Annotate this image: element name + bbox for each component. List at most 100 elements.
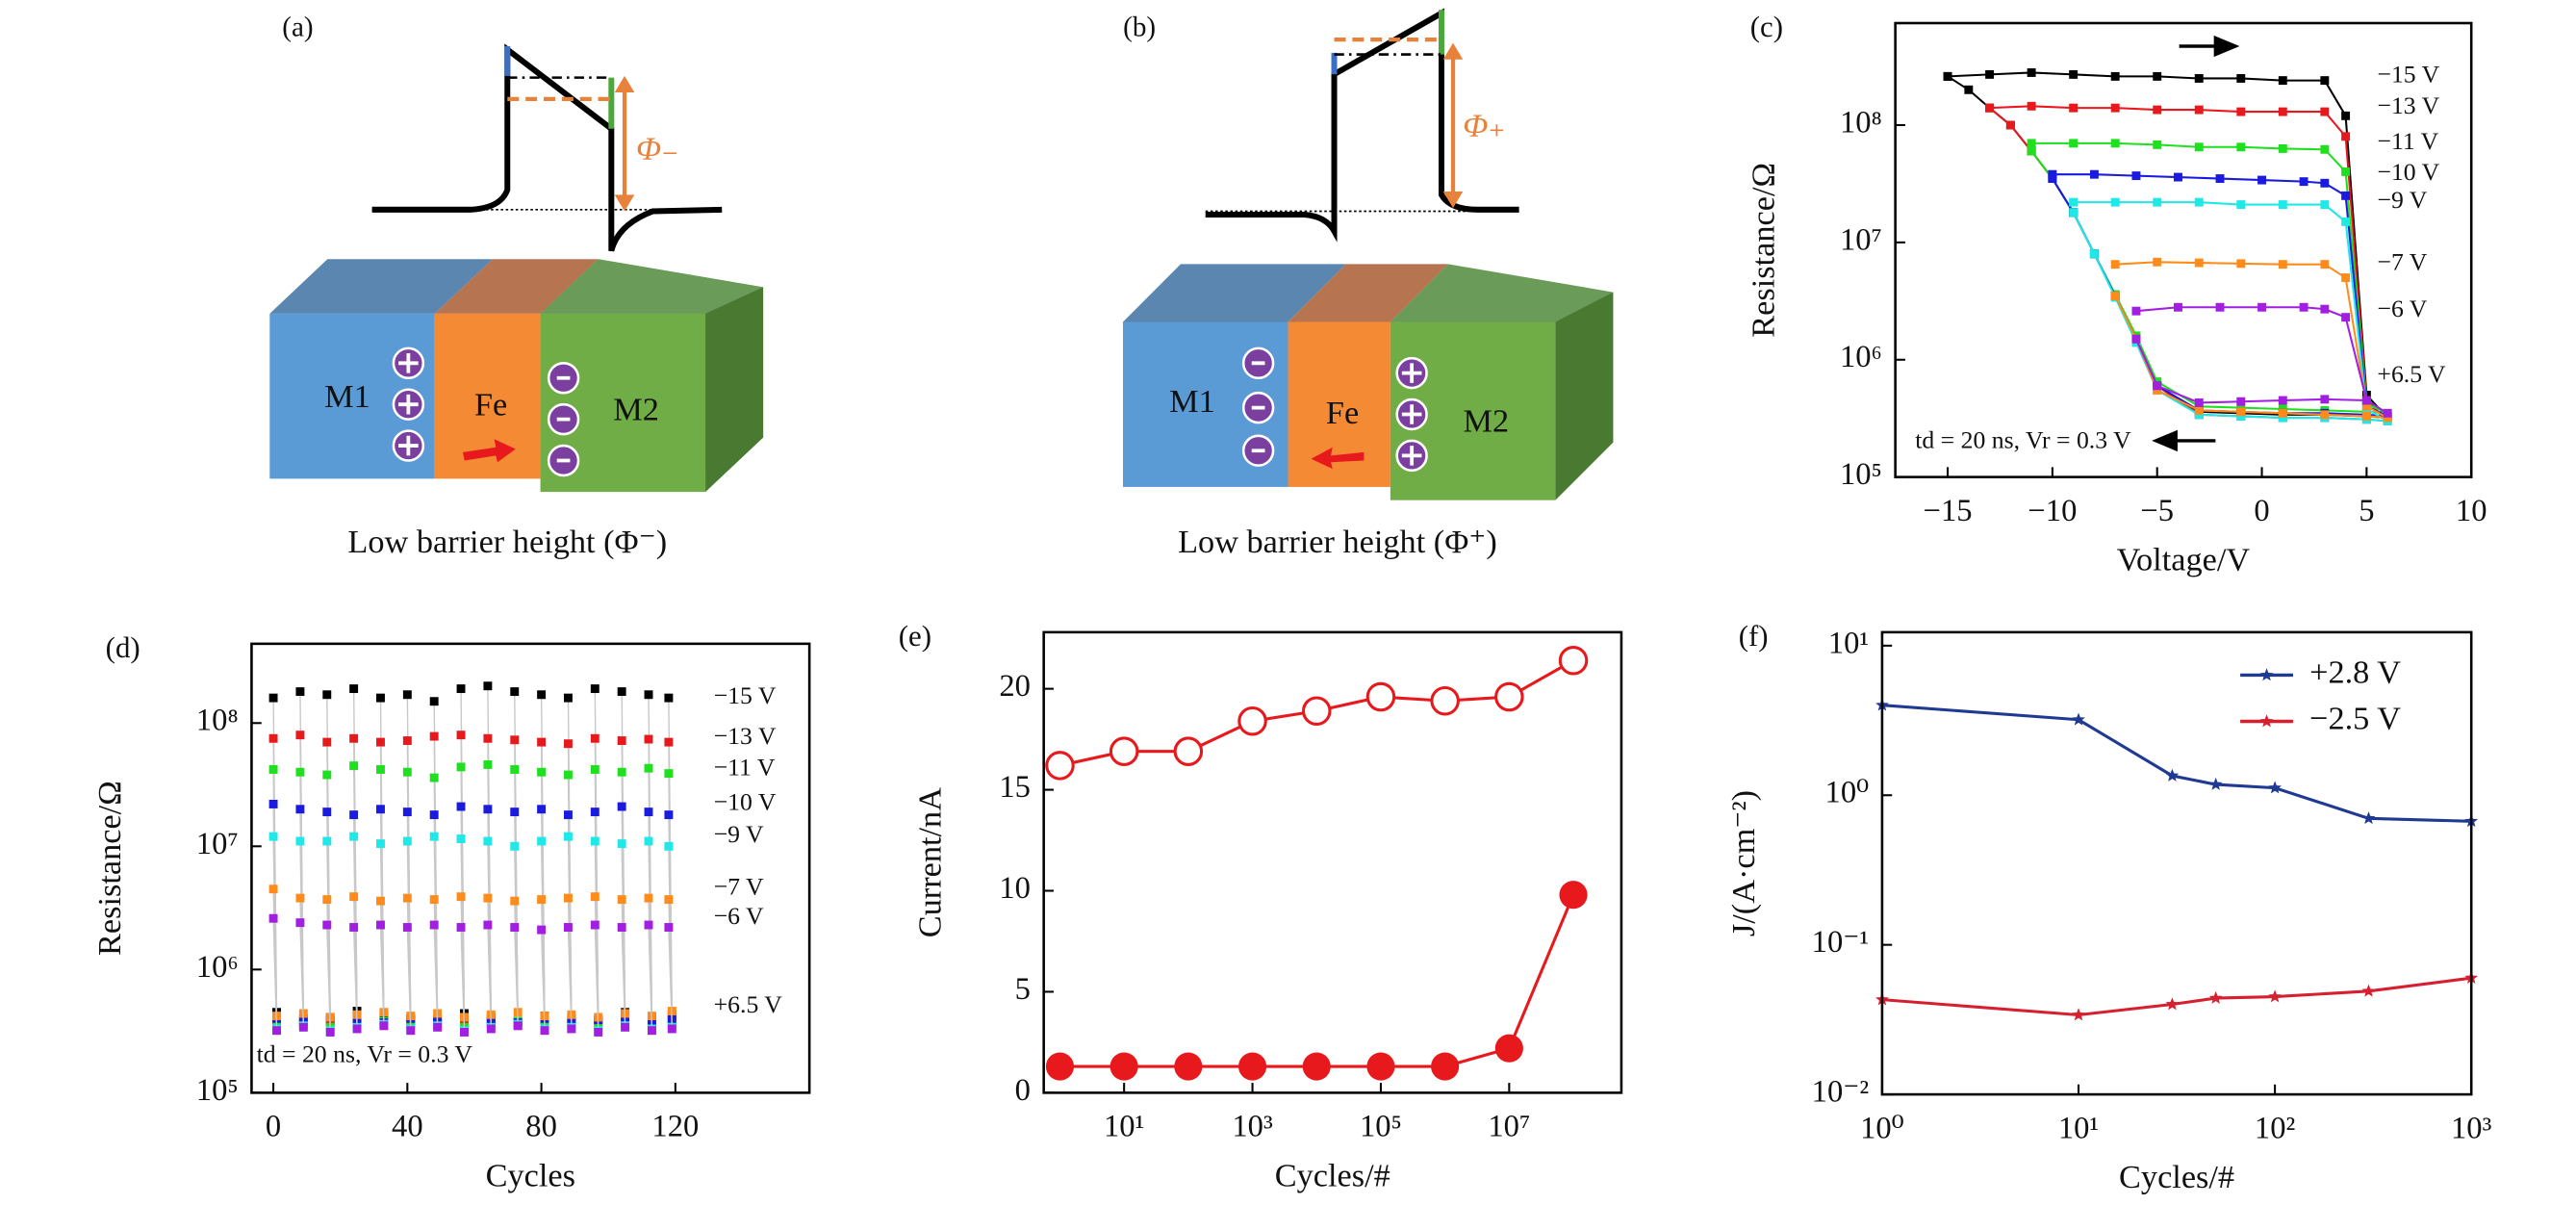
marker xyxy=(2027,68,2036,77)
series-line xyxy=(2052,173,2388,418)
barrier-label: Φ₋ xyxy=(636,131,678,167)
marker xyxy=(2110,71,2120,81)
y-tick-label: 10 xyxy=(999,871,1031,906)
marker xyxy=(664,895,674,905)
marker xyxy=(537,836,547,846)
marker xyxy=(2110,139,2120,148)
cycle-connector xyxy=(514,927,519,1026)
marker xyxy=(322,808,332,817)
y-tick-label: 5 xyxy=(1015,972,1031,1007)
marker xyxy=(2110,103,2120,113)
cycle-connector xyxy=(648,925,653,1031)
marker xyxy=(2236,74,2246,83)
caption: Low barrier height (Φ⁻) xyxy=(347,524,667,560)
marker xyxy=(456,834,466,843)
marker xyxy=(2320,410,2330,420)
marker xyxy=(2215,174,2225,184)
marker xyxy=(322,836,332,846)
series-label: −7 V xyxy=(2377,248,2427,276)
marker xyxy=(2278,413,2287,423)
cycle-connector xyxy=(272,918,278,1031)
series-label: −7 V xyxy=(714,873,764,901)
y-tick-label: 10¹ xyxy=(1828,626,1869,660)
y-tick-label: 20 xyxy=(999,669,1031,704)
cycle-connector xyxy=(668,927,674,1030)
panel-label: (b) xyxy=(1123,13,1156,43)
series-label: −6 V xyxy=(714,902,764,930)
marker xyxy=(376,737,385,747)
cycle-connector xyxy=(379,925,385,1026)
marker xyxy=(1109,736,1139,766)
marker xyxy=(2341,167,2351,176)
x-tick-label: 10⁰ xyxy=(1860,1111,1904,1145)
marker xyxy=(537,690,547,700)
marker xyxy=(2194,410,2204,420)
cycle-connector xyxy=(567,927,573,1030)
series-line xyxy=(2030,141,2388,415)
layer-label: Fe xyxy=(474,386,507,423)
plot-area xyxy=(1045,645,1589,1081)
marker xyxy=(402,690,412,700)
sweep-arrow xyxy=(2179,35,2240,58)
x-tick-label: 10⁷ xyxy=(1488,1110,1530,1144)
marker xyxy=(402,808,412,817)
marker xyxy=(2268,781,2282,794)
marker xyxy=(268,765,278,774)
marker xyxy=(2153,71,2162,81)
marker xyxy=(322,690,332,700)
side-face xyxy=(1555,292,1614,500)
x-axis-label: Voltage/V xyxy=(2117,542,2251,578)
legend-label: +2.8 V xyxy=(2309,654,2401,690)
y-tick-label: 10⁶ xyxy=(196,950,239,985)
marker xyxy=(322,920,332,930)
series-label: −11 V xyxy=(2377,127,2438,155)
marker xyxy=(429,920,439,930)
marker xyxy=(2174,302,2182,312)
marker xyxy=(456,731,466,740)
marker xyxy=(379,1021,389,1031)
marker xyxy=(590,765,599,774)
marker xyxy=(483,759,493,769)
sweep-arrow xyxy=(2152,429,2216,452)
marker xyxy=(2236,411,2246,421)
marker xyxy=(2194,405,2204,415)
x-axis-label: Cycles xyxy=(486,1157,575,1193)
y-tick-label: 10⁷ xyxy=(196,827,239,861)
top-face xyxy=(1122,264,1346,322)
marker xyxy=(2278,396,2287,405)
marker xyxy=(2194,397,2204,407)
charge-signs xyxy=(1251,361,1422,466)
marker xyxy=(590,808,599,817)
marker xyxy=(376,839,385,849)
marker xyxy=(1366,1052,1395,1081)
marker xyxy=(2194,105,2204,115)
marker xyxy=(2341,313,2351,322)
layer-label: M1 xyxy=(1169,383,1215,420)
marker xyxy=(2320,304,2330,314)
marker xyxy=(456,762,466,772)
marker xyxy=(510,896,520,906)
marker xyxy=(2236,142,2246,152)
marker xyxy=(2341,132,2351,141)
chart-panel: (f) 10⁰ 10¹ 10² 10³ 10⁻² 10⁻¹ 10⁰ 10¹ Cycles/# J/(… xyxy=(1725,619,2491,1195)
y-tick-label: 15 xyxy=(999,770,1031,805)
panel-b: (b) Φ₊ M1 Fe M2 Low barrier height (Φ⁺) xyxy=(1122,8,1614,560)
marker xyxy=(1494,1034,1523,1063)
marker xyxy=(2236,107,2246,116)
cycle-connector xyxy=(594,925,599,1033)
marker xyxy=(456,802,466,811)
marker xyxy=(617,802,626,811)
marker xyxy=(2361,811,2376,825)
marker xyxy=(376,765,385,774)
x-tick-label: −15 xyxy=(1924,494,1973,528)
marker xyxy=(647,1026,656,1036)
marker xyxy=(590,684,599,694)
marker xyxy=(1302,1052,1331,1081)
marker xyxy=(298,1022,308,1032)
marker xyxy=(322,895,332,905)
plot-area xyxy=(1875,698,2479,1021)
marker xyxy=(1985,69,1995,79)
y-axis-label: Resistance/Ω xyxy=(1746,163,1782,338)
marker xyxy=(2069,208,2079,218)
marker xyxy=(563,923,573,932)
